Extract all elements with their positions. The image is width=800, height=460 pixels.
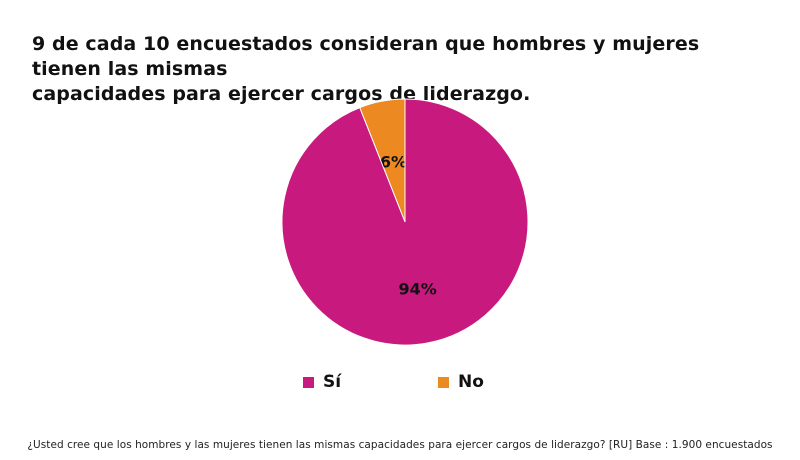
pie-slice-si [281, 98, 529, 346]
legend-item-si: Sí [303, 372, 341, 392]
legend-label-si: Sí [323, 372, 342, 392]
legend-item-no: No [438, 372, 484, 392]
footnote: ¿Usted cree que los hombres y las mujere… [27, 439, 773, 451]
chart-title-line-1: 9 de cada 10 encuestados consideran que … [32, 33, 700, 80]
legend-swatch-si [303, 376, 314, 388]
pie-label-si: 94% [399, 279, 437, 298]
legend: Sí No [0, 372, 800, 396]
legend-swatch-no [438, 376, 449, 388]
pie-label-no: 6% [380, 153, 407, 172]
legend-label-no: No [458, 372, 484, 392]
chart-title: 9 de cada 10 encuestados consideran que … [32, 32, 772, 107]
